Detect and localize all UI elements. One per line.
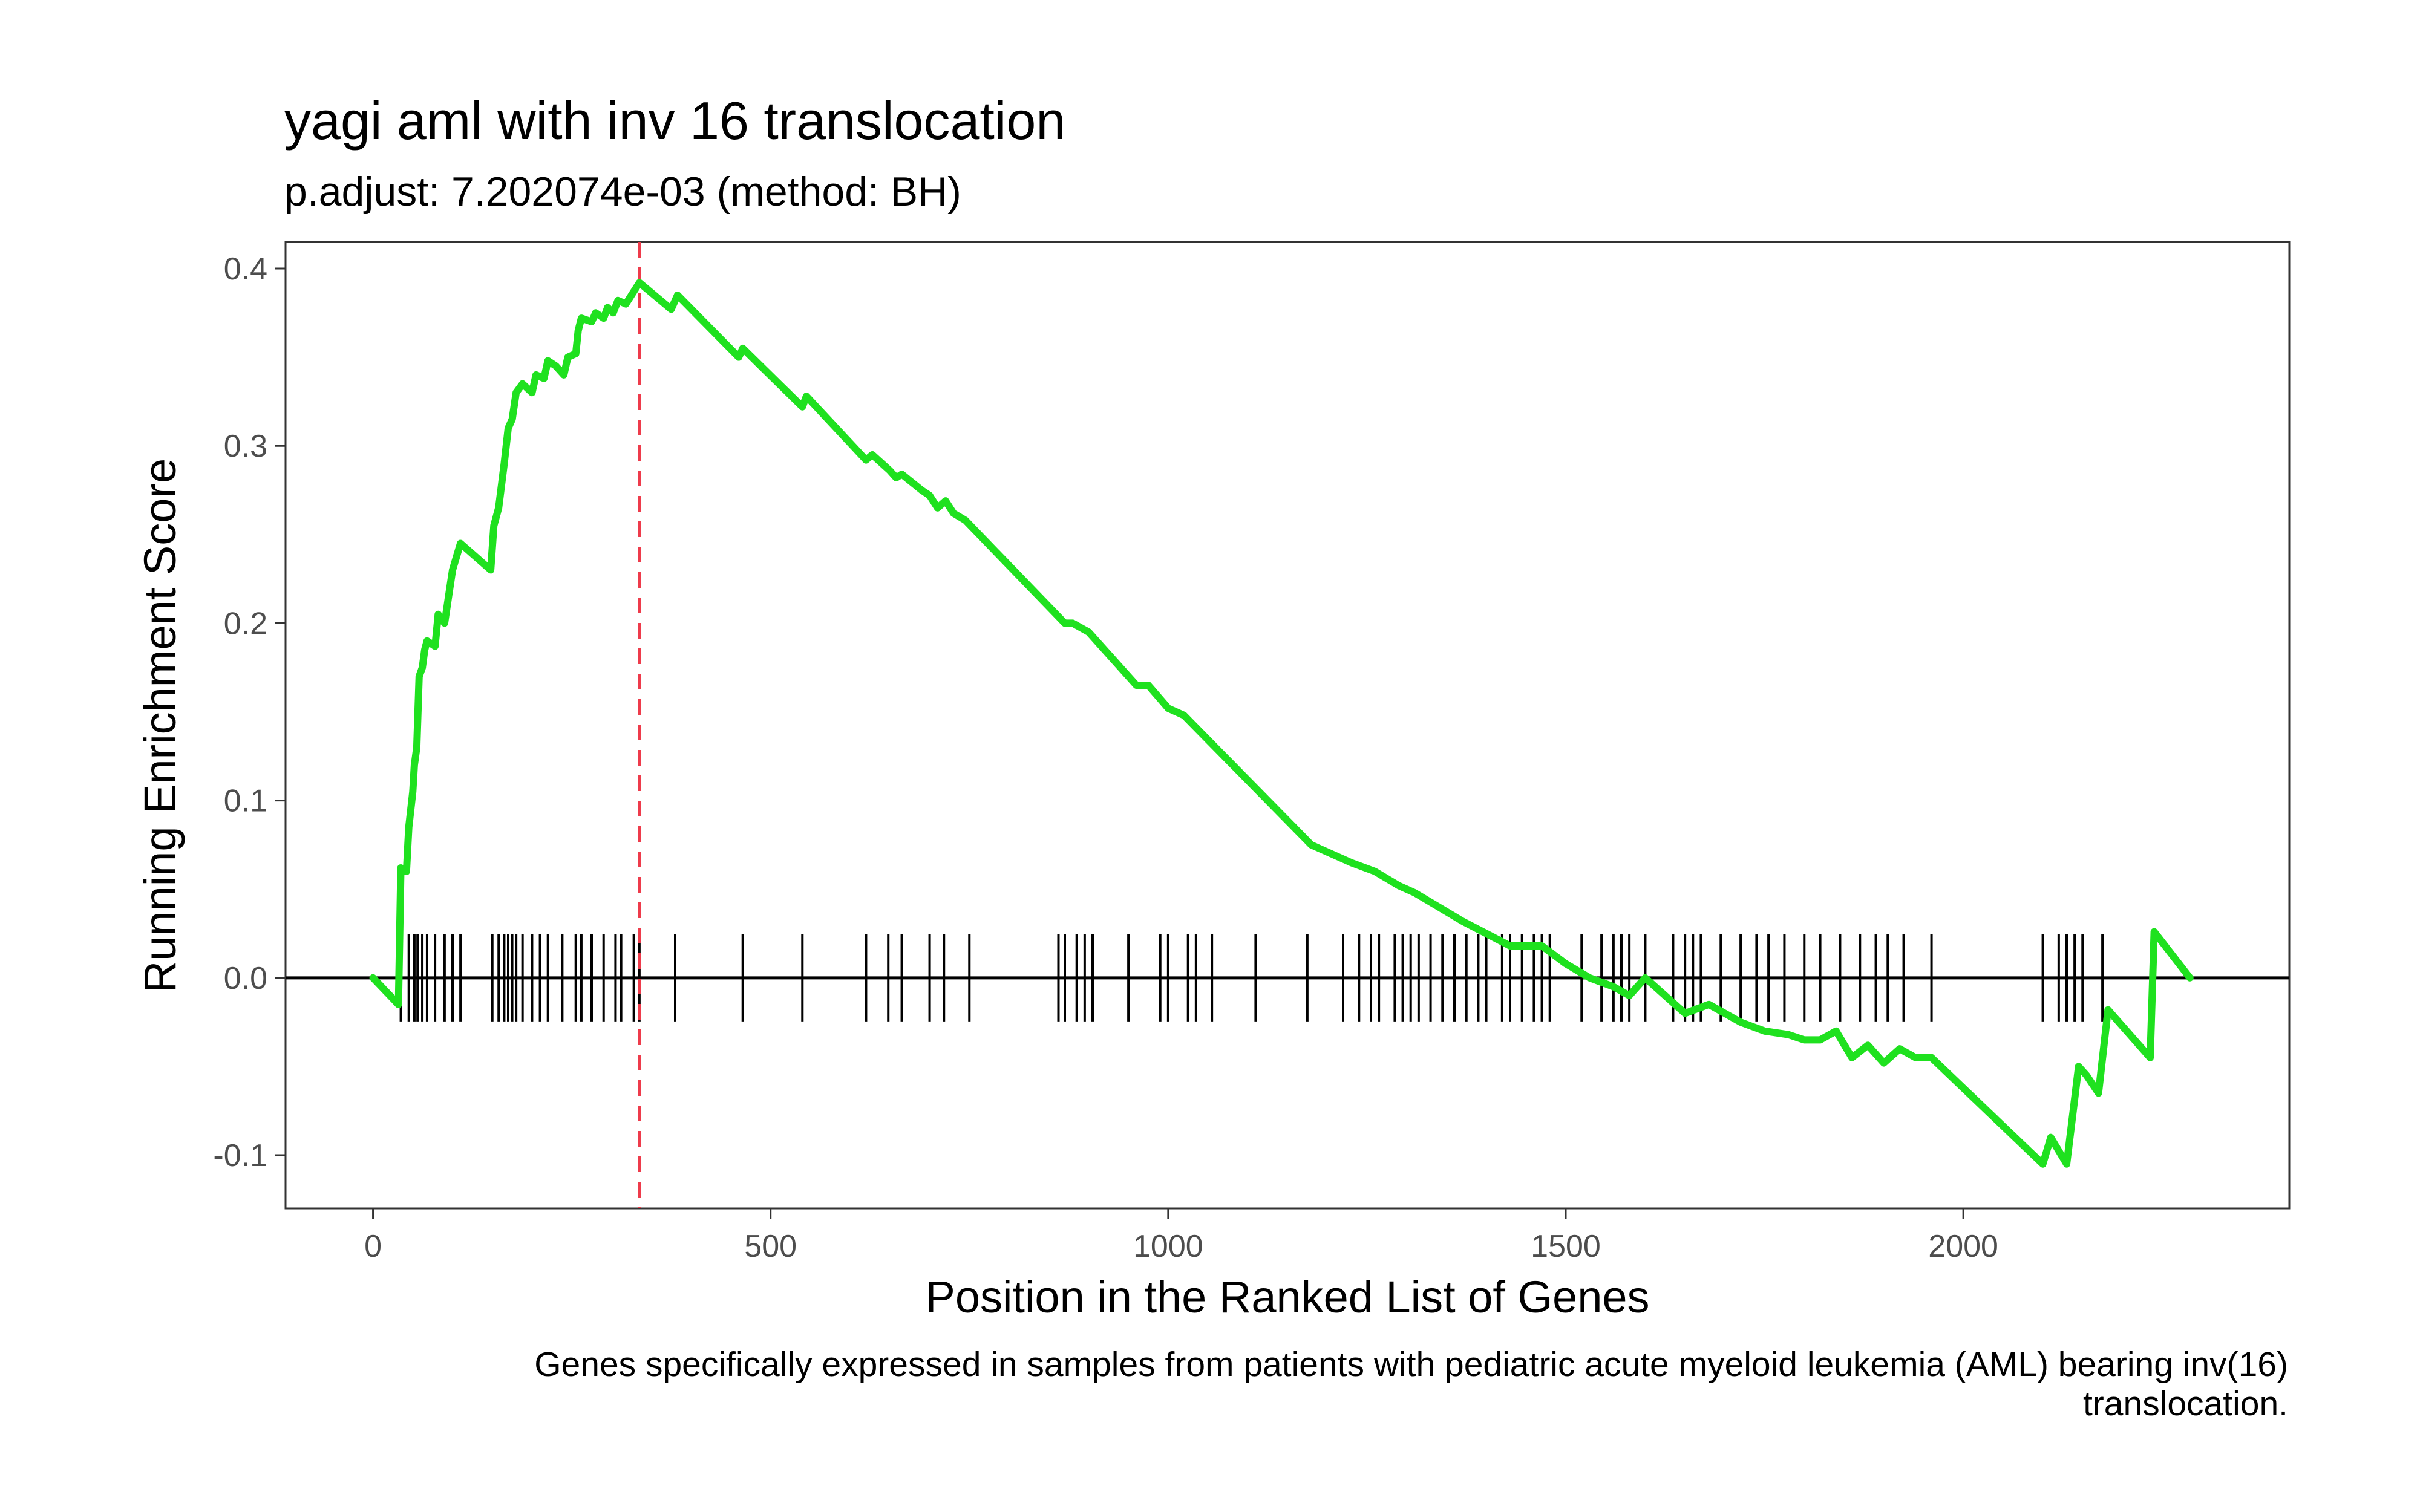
y-axis-title: Running Enrichment Score — [135, 458, 185, 993]
x-axis: 0 500 1000 1500 2000 — [364, 1208, 1998, 1264]
x-tick-label: 0 — [364, 1229, 382, 1264]
x-tick-label: 1000 — [1133, 1229, 1203, 1264]
y-tick-label: -0.1 — [213, 1138, 267, 1173]
x-axis-title: Position in the Ranked List of Genes — [925, 1272, 1649, 1322]
y-tick-label: 0.2 — [224, 606, 267, 641]
chart-subtitle: p.adjust: 7.202074e-03 (method: BH) — [284, 169, 961, 215]
y-tick-label: 0.0 — [224, 961, 267, 996]
x-tick-label: 2000 — [1928, 1229, 1998, 1264]
caption-line-1: Genes specifically expressed in samples … — [534, 1345, 2288, 1384]
y-tick-label: 0.1 — [224, 784, 267, 819]
y-tick-label: 0.4 — [224, 252, 267, 287]
chart-title: yagi aml with inv 16 translocation — [284, 91, 1065, 151]
x-tick-label: 1500 — [1531, 1229, 1601, 1264]
y-axis: -0.1 0.0 0.1 0.2 0.3 0.4 — [213, 252, 286, 1173]
plot-panel — [284, 241, 2291, 1210]
x-tick-label: 500 — [744, 1229, 797, 1264]
running-enrichment-score-line — [369, 279, 2194, 1168]
caption-line-2: translocation. — [2083, 1384, 2288, 1423]
y-tick-label: 0.3 — [224, 429, 267, 464]
